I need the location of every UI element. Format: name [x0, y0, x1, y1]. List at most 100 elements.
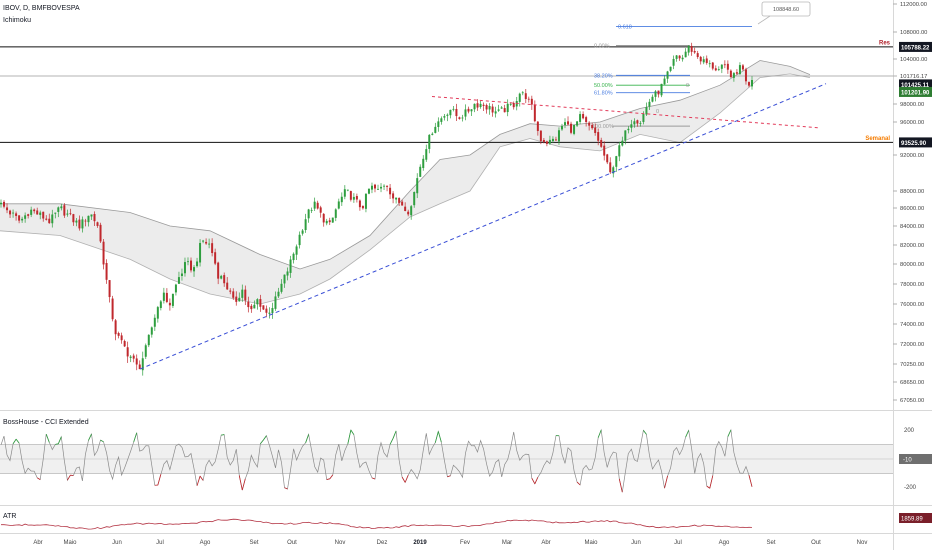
candle-body: [205, 241, 208, 244]
candle-body: [687, 45, 690, 53]
atr-title: ATR: [3, 513, 16, 520]
candle-body: [751, 80, 753, 87]
candle-body: [669, 66, 672, 71]
candle-body: [256, 299, 259, 305]
candle-body: [389, 187, 392, 195]
time-axis[interactable]: Abr Maio Jun Jul Ago Set Out Nov Dez 2019 Fev Mar Ab…: [33, 540, 867, 546]
ascending-trendline[interactable]: [139, 83, 827, 370]
candle-body: [539, 130, 542, 142]
fibonacci-retracement[interactable]: 0.00% 38.20% 50.00% 61.80% 100.00% 0.618 10884…: [592, 1, 811, 130]
descending-channel-line[interactable]: [431, 95, 819, 129]
candle-body: [681, 57, 684, 60]
candle-body: [48, 218, 51, 224]
candle-body: [443, 116, 446, 118]
cci-overbought-segment: [100, 439, 104, 443]
candle-body: [208, 243, 211, 245]
candle-body: [253, 304, 256, 309]
candle-body: [521, 92, 524, 94]
candle-body: [714, 68, 717, 71]
candle-body: [470, 109, 473, 112]
candle-body: [81, 219, 84, 229]
time-tick-label: Maio: [584, 540, 598, 546]
candle-body: [642, 113, 645, 122]
candle-body: [494, 111, 497, 114]
price-tick-label: 101716.17: [900, 74, 927, 80]
candle-body: [554, 139, 557, 141]
candle-body: [271, 307, 274, 314]
atr-panel[interactable]: ATR 1859.89: [1, 513, 932, 530]
candle-body: [461, 117, 464, 119]
price-tick-label: 82000.00: [900, 243, 924, 249]
cci-overbought-segment: [57, 436, 62, 444]
fib-level-label: 38.20%: [594, 73, 613, 79]
candle-body: [325, 220, 328, 224]
candle-body: [464, 109, 467, 117]
cci-oversold-segment: [67, 474, 71, 481]
candle-body: [744, 69, 747, 82]
candle-body: [693, 50, 696, 53]
candle-body: [355, 196, 358, 200]
candle-body: [446, 114, 449, 116]
candle-body: [720, 64, 723, 69]
cci-overbought-segment: [88, 433, 92, 441]
candle-body: [506, 103, 509, 113]
candle-body: [488, 106, 491, 110]
candle-body: [630, 124, 633, 128]
candle-body: [156, 307, 159, 319]
cci-tick-label: -200: [904, 485, 917, 491]
candle-body: [627, 128, 630, 131]
cloud-fill: [0, 60, 810, 304]
candle-body: [449, 109, 452, 116]
candle-body: [425, 149, 428, 160]
candle-body: [527, 98, 530, 100]
cci-oversold-segment: [618, 478, 623, 493]
cci-oversold-segment: [447, 475, 451, 478]
cci-overbought-segment: [221, 434, 225, 436]
time-tick-label: Jun: [112, 540, 122, 546]
candle-body: [618, 145, 621, 157]
candle-body: [268, 312, 271, 314]
candle-body: [512, 102, 515, 108]
candle-body: [12, 212, 15, 214]
fib-level-label: 61.80%: [594, 91, 613, 97]
cci-oversold-segment: [576, 481, 581, 486]
candle-body: [551, 138, 554, 142]
cci-overbought-segment: [305, 434, 310, 443]
candle-body: [660, 83, 663, 96]
price-panel[interactable]: Res Semanal 0.00% 38.20% 50.00% 61.80% 100.00…: [0, 0, 893, 410]
cloud-span-a: [0, 60, 811, 270]
candle-body: [247, 301, 250, 308]
candle-body: [651, 96, 654, 102]
candle-body: [27, 214, 30, 216]
cci-overbought-segment: [437, 431, 442, 443]
candle-body: [557, 130, 560, 142]
price-axis[interactable]: 112000.00 108000.00 104000.00 101716.17 9800…: [893, 2, 932, 404]
candle-body: [226, 282, 229, 290]
candle-body: [684, 51, 687, 58]
indicator-title: Ichimoku: [3, 17, 31, 24]
candle-body: [672, 58, 675, 66]
candle-body: [431, 133, 434, 135]
candle-body: [663, 78, 666, 85]
candle-body: [741, 65, 744, 70]
candle-body: [183, 262, 186, 274]
fib-small-label: 0: [656, 109, 659, 115]
cci-overbought-segment: [597, 429, 602, 438]
cci-overbought-segment: [434, 431, 439, 443]
candle-body: [177, 277, 180, 284]
fib-callout-box[interactable]: [761, 1, 811, 17]
cci-oversold-segment: [664, 475, 668, 489]
time-tick-label: Nov: [335, 540, 346, 546]
cci-panel[interactable]: BossHouse - CCI Extended 200 -200 -10: [0, 419, 932, 493]
candle-body: [645, 107, 648, 115]
candle-body: [373, 184, 376, 189]
price-tick-label: 78000.00: [900, 282, 924, 288]
candle-body: [452, 108, 455, 110]
candle-body: [310, 209, 313, 211]
candle-body: [726, 63, 729, 70]
trendlines[interactable]: [139, 83, 827, 370]
cci-oversold-segment: [329, 474, 334, 480]
candle-body: [9, 210, 12, 215]
candle-body: [6, 207, 9, 211]
